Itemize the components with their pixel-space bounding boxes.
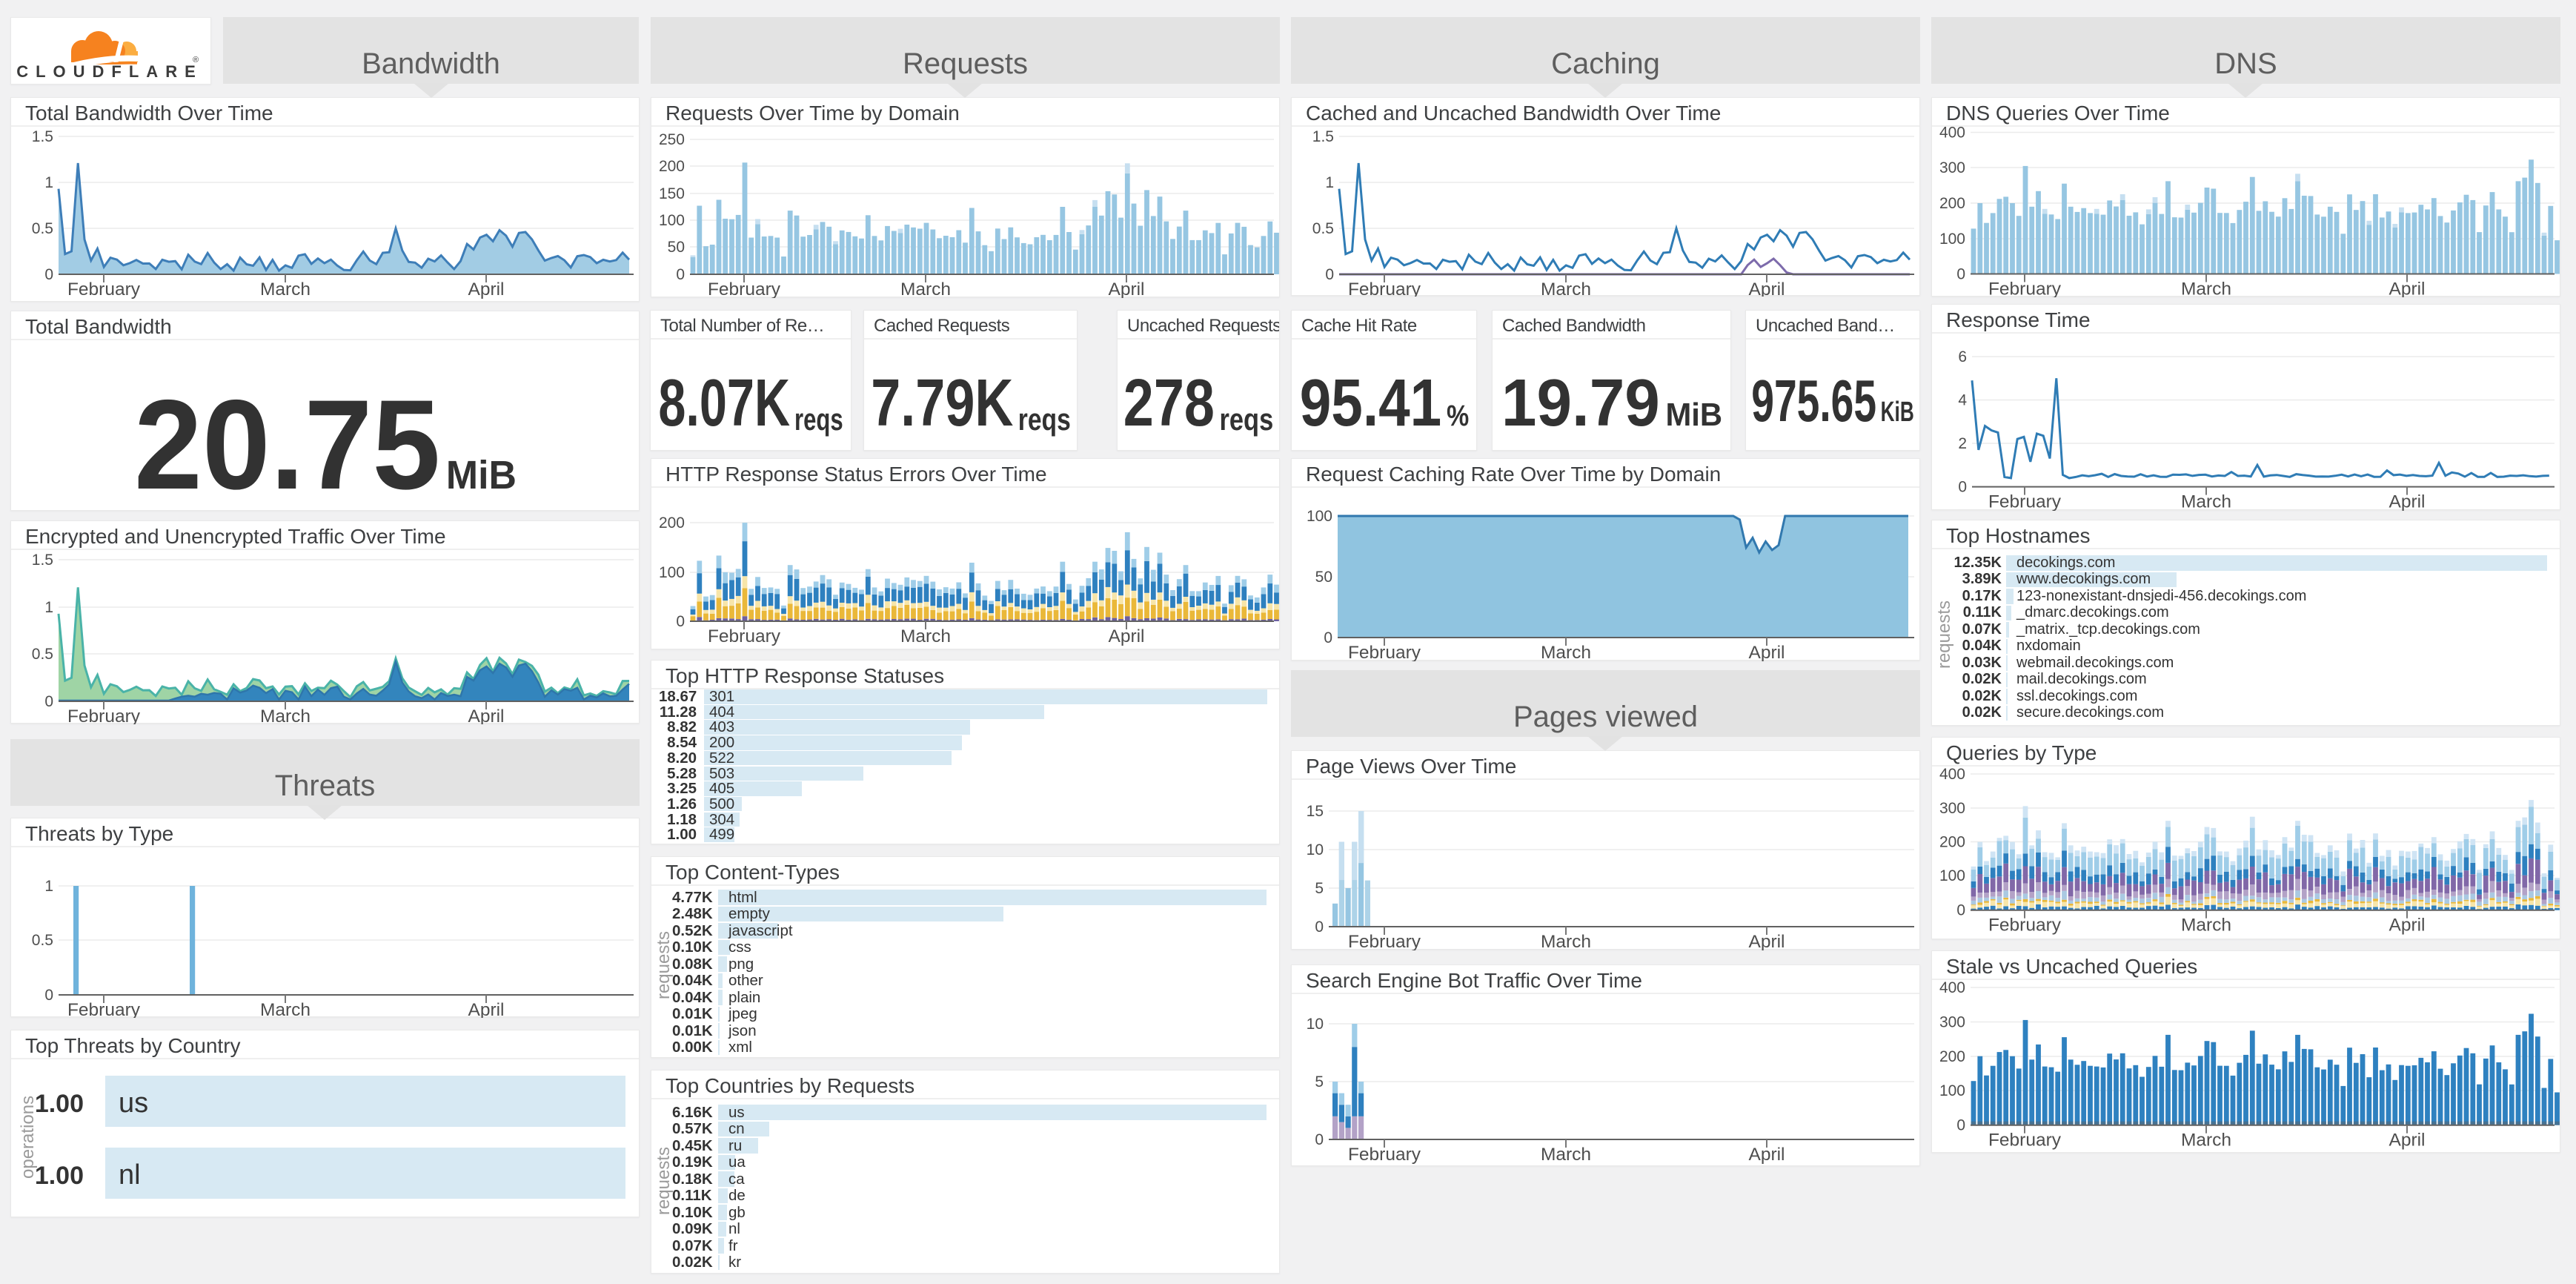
svg-text:400: 400 <box>1939 766 1965 783</box>
svg-text:5: 5 <box>1315 1073 1324 1091</box>
svg-text:0: 0 <box>44 987 53 1004</box>
svg-text:1: 1 <box>44 878 53 895</box>
svg-text:February: February <box>1988 916 2062 936</box>
svg-text:100: 100 <box>1939 1082 1965 1099</box>
svg-text:April: April <box>2389 492 2425 511</box>
svg-text:300: 300 <box>1939 800 1965 817</box>
svg-text:April: April <box>1108 279 1144 298</box>
svg-text:5: 5 <box>1315 880 1324 897</box>
svg-text:February: February <box>1348 932 1421 950</box>
svg-text:March: March <box>1541 279 1591 297</box>
svg-text:0: 0 <box>44 266 53 283</box>
svg-text:0.5: 0.5 <box>32 220 53 237</box>
svg-text:10: 10 <box>1307 1016 1324 1033</box>
svg-text:March: March <box>260 706 311 724</box>
svg-text:February: February <box>67 706 141 724</box>
svg-text:1: 1 <box>44 174 53 191</box>
svg-text:0: 0 <box>676 613 685 630</box>
svg-text:March: March <box>2181 916 2231 936</box>
svg-text:0: 0 <box>1324 629 1332 646</box>
svg-text:March: March <box>260 1000 311 1018</box>
svg-text:1: 1 <box>1325 174 1334 191</box>
svg-text:300: 300 <box>1939 1014 1965 1031</box>
svg-text:200: 200 <box>659 514 685 532</box>
svg-text:0: 0 <box>1956 902 1965 919</box>
svg-text:February: February <box>67 279 141 300</box>
svg-text:4: 4 <box>1958 392 1967 409</box>
svg-text:®: ® <box>193 56 199 64</box>
svg-text:April: April <box>1748 279 1785 297</box>
svg-text:February: February <box>1348 1145 1421 1165</box>
svg-text:March: March <box>2181 1131 2231 1151</box>
svg-text:0: 0 <box>1315 919 1324 936</box>
svg-text:February: February <box>1988 1131 2062 1151</box>
svg-text:100: 100 <box>1939 231 1965 248</box>
svg-text:2: 2 <box>1958 435 1967 452</box>
svg-text:1.5: 1.5 <box>32 552 53 569</box>
svg-text:February: February <box>708 626 781 646</box>
svg-text:April: April <box>1108 626 1144 646</box>
svg-text:March: March <box>2181 492 2231 511</box>
svg-text:150: 150 <box>659 185 685 202</box>
svg-text:April: April <box>2389 916 2425 936</box>
svg-text:February: February <box>67 1000 141 1018</box>
svg-text:200: 200 <box>659 158 685 175</box>
svg-text:0.5: 0.5 <box>32 646 53 663</box>
svg-text:0: 0 <box>1956 1117 1965 1134</box>
svg-text:0: 0 <box>1325 266 1334 283</box>
svg-text:200: 200 <box>1939 834 1965 851</box>
svg-text:April: April <box>468 279 504 300</box>
svg-text:1: 1 <box>44 599 53 616</box>
svg-text:0: 0 <box>44 693 53 710</box>
svg-text:15: 15 <box>1307 803 1324 820</box>
svg-text:250: 250 <box>659 131 685 148</box>
svg-text:April: April <box>1748 1145 1785 1165</box>
svg-text:March: March <box>2181 279 2231 298</box>
svg-text:0.5: 0.5 <box>1312 220 1334 237</box>
svg-text:March: March <box>1541 932 1591 950</box>
svg-text:March: March <box>260 279 311 300</box>
svg-text:100: 100 <box>1939 867 1965 884</box>
svg-text:March: March <box>1541 1145 1591 1165</box>
svg-text:February: February <box>1988 279 2062 298</box>
svg-text:0: 0 <box>676 266 685 283</box>
svg-text:6: 6 <box>1958 348 1967 365</box>
svg-text:100: 100 <box>659 564 685 581</box>
svg-text:400: 400 <box>1939 125 1965 142</box>
svg-text:0.5: 0.5 <box>32 932 53 949</box>
svg-text:March: March <box>1541 643 1591 661</box>
svg-text:300: 300 <box>1939 159 1965 176</box>
svg-text:April: April <box>2389 279 2425 298</box>
svg-text:50: 50 <box>668 239 685 256</box>
svg-text:100: 100 <box>1307 508 1332 525</box>
svg-text:200: 200 <box>1939 1048 1965 1065</box>
svg-text:200: 200 <box>1939 195 1965 212</box>
svg-text:0: 0 <box>1315 1131 1324 1148</box>
svg-text:April: April <box>1748 932 1785 950</box>
svg-text:10: 10 <box>1307 841 1324 858</box>
svg-text:1.5: 1.5 <box>32 128 53 145</box>
svg-text:April: April <box>468 706 504 724</box>
svg-text:400: 400 <box>1939 979 1965 996</box>
svg-text:February: February <box>1348 643 1421 661</box>
svg-text:0: 0 <box>1956 266 1965 283</box>
svg-text:March: March <box>900 626 951 646</box>
svg-text:February: February <box>708 279 781 298</box>
svg-text:50: 50 <box>1315 569 1332 586</box>
svg-text:April: April <box>1748 643 1785 661</box>
svg-text:April: April <box>2389 1131 2425 1151</box>
svg-text:February: February <box>1988 492 2062 511</box>
svg-text:April: April <box>468 1000 504 1018</box>
svg-text:100: 100 <box>659 212 685 229</box>
svg-text:1.5: 1.5 <box>1312 128 1334 145</box>
svg-text:February: February <box>1348 279 1421 297</box>
svg-text:0: 0 <box>1958 479 1967 496</box>
svg-text:CLOUDFLARE: CLOUDFLARE <box>16 62 203 81</box>
svg-text:March: March <box>900 279 951 298</box>
